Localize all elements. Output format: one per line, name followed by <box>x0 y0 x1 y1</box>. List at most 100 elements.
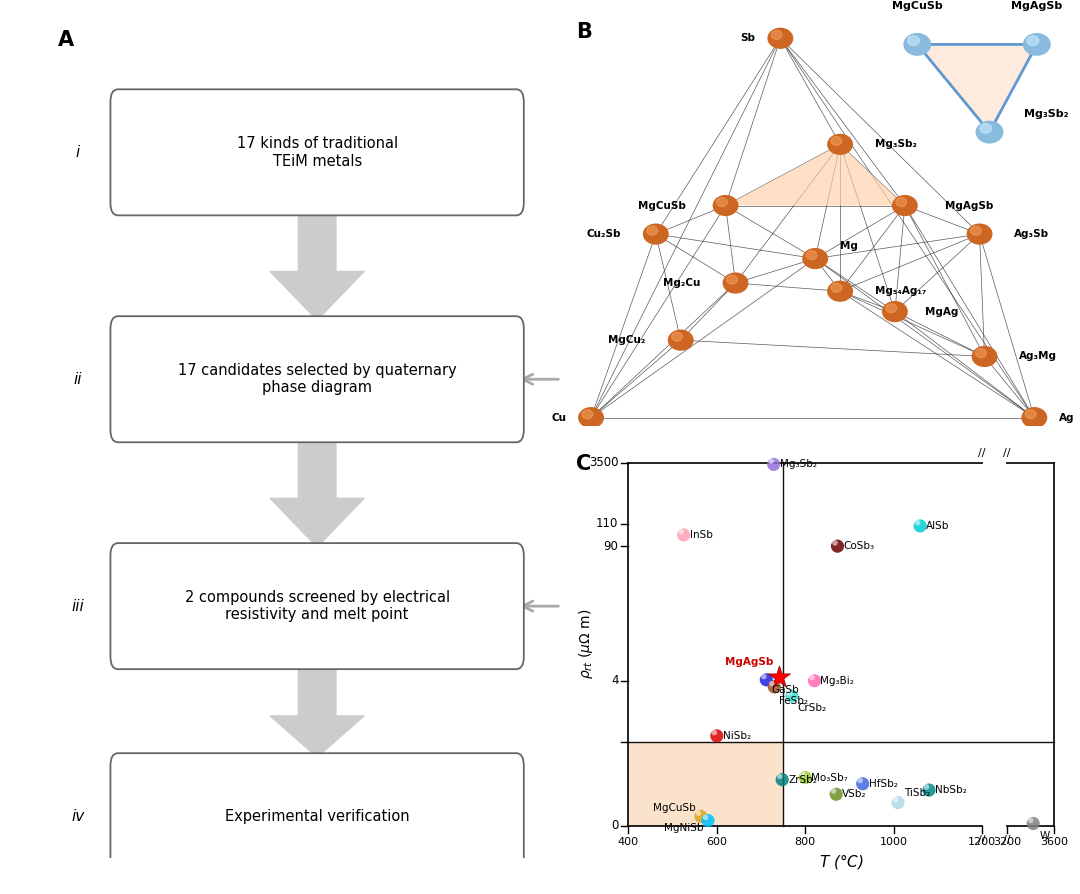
Point <box>1022 814 1039 828</box>
Text: Mg₅₄Ag₁₇: Mg₅₄Ag₁₇ <box>875 286 927 296</box>
Text: 17 candidates selected by quaternary
phase diagram: 17 candidates selected by quaternary pha… <box>178 363 457 395</box>
Text: VSb₂: VSb₂ <box>842 789 866 799</box>
Point <box>918 780 935 794</box>
Text: MgCuSb: MgCuSb <box>638 200 686 210</box>
Text: InSb: InSb <box>690 530 713 540</box>
Text: //: // <box>1003 449 1011 459</box>
Text: 90: 90 <box>604 540 619 552</box>
Point <box>708 729 726 743</box>
Circle shape <box>831 137 842 146</box>
Text: 600: 600 <box>706 837 727 847</box>
Point <box>755 670 772 684</box>
Point <box>781 686 798 700</box>
Text: Mg₃Sb₂: Mg₃Sb₂ <box>875 139 917 149</box>
Text: Sb: Sb <box>741 33 755 43</box>
Circle shape <box>582 409 593 418</box>
Text: 3200: 3200 <box>993 837 1021 847</box>
Text: ZrSb₂: ZrSb₂ <box>788 774 818 785</box>
FancyBboxPatch shape <box>110 89 524 215</box>
Circle shape <box>1022 407 1048 428</box>
Point <box>909 516 927 530</box>
Text: NiSb₂: NiSb₂ <box>723 731 751 741</box>
Point <box>762 454 780 468</box>
Circle shape <box>802 248 828 269</box>
Circle shape <box>972 346 998 367</box>
Circle shape <box>882 301 908 322</box>
Point <box>705 725 723 739</box>
Circle shape <box>975 121 1003 144</box>
Circle shape <box>723 273 748 293</box>
FancyBboxPatch shape <box>110 543 524 669</box>
Text: Experimental verification: Experimental verification <box>225 809 409 823</box>
Circle shape <box>1023 33 1051 55</box>
Point <box>890 796 907 810</box>
Circle shape <box>806 250 816 259</box>
Text: MgAg: MgAg <box>924 307 958 316</box>
Circle shape <box>647 226 658 235</box>
Circle shape <box>643 224 669 245</box>
Point <box>675 527 692 542</box>
Circle shape <box>827 281 853 302</box>
Text: MgNiSb: MgNiSb <box>663 823 703 833</box>
Circle shape <box>907 36 919 46</box>
Point <box>700 814 717 828</box>
Text: Ag: Ag <box>1059 413 1075 423</box>
Point <box>690 806 707 821</box>
Text: iv: iv <box>71 809 84 823</box>
Text: 800: 800 <box>795 837 815 847</box>
Circle shape <box>895 198 906 207</box>
Point <box>770 670 787 684</box>
Point <box>851 773 868 788</box>
Circle shape <box>771 30 782 39</box>
Text: MgAgSb: MgAgSb <box>726 657 773 667</box>
Point <box>804 670 821 685</box>
Text: //: // <box>978 449 986 459</box>
Text: 17 kinds of traditional
TEiM metals: 17 kinds of traditional TEiM metals <box>237 136 397 169</box>
Text: 4: 4 <box>611 674 619 687</box>
Text: 1200: 1200 <box>968 837 996 847</box>
Circle shape <box>667 330 693 350</box>
Point <box>692 809 710 823</box>
Text: Mo₃Sb₇: Mo₃Sb₇ <box>811 772 848 782</box>
Text: B: B <box>576 22 592 42</box>
Circle shape <box>827 134 853 155</box>
Text: GaSb: GaSb <box>771 685 799 695</box>
Polygon shape <box>726 144 905 206</box>
Polygon shape <box>917 45 1037 132</box>
Circle shape <box>713 195 739 216</box>
Circle shape <box>716 198 727 207</box>
Text: Mg: Mg <box>840 241 858 251</box>
Circle shape <box>1027 36 1039 46</box>
Point <box>1025 816 1042 831</box>
FancyArrow shape <box>270 665 364 757</box>
Point <box>827 787 845 801</box>
Point <box>794 767 811 781</box>
Text: FeSb₂: FeSb₂ <box>780 696 808 706</box>
Text: C: C <box>576 454 592 475</box>
Text: Mg₂Cu: Mg₂Cu <box>663 278 701 288</box>
Point <box>697 810 714 824</box>
Text: Mg₃Sb₂: Mg₃Sb₂ <box>780 460 816 469</box>
FancyBboxPatch shape <box>629 742 783 825</box>
Point <box>887 792 904 806</box>
Text: TiSb₂: TiSb₂ <box>904 788 930 797</box>
Text: 2 compounds screened by electrical
resistivity and melt point: 2 compounds screened by electrical resis… <box>185 590 449 622</box>
Text: iii: iii <box>71 599 84 613</box>
Circle shape <box>967 224 993 245</box>
Text: MgAgSb: MgAgSb <box>945 200 994 210</box>
Text: MgCuSb: MgCuSb <box>892 1 943 11</box>
Point <box>854 777 872 791</box>
Point <box>797 771 814 785</box>
Text: Ag₃Mg: Ag₃Mg <box>1020 351 1057 361</box>
Circle shape <box>903 33 931 55</box>
Point <box>771 769 788 783</box>
Text: 110: 110 <box>596 518 619 530</box>
Text: 0: 0 <box>611 819 619 832</box>
FancyArrow shape <box>270 438 364 547</box>
Circle shape <box>1025 409 1036 418</box>
Circle shape <box>975 349 986 358</box>
Point <box>765 457 782 471</box>
Circle shape <box>578 407 604 428</box>
Text: HfSb₂: HfSb₂ <box>868 779 897 789</box>
Text: //: // <box>1003 835 1011 845</box>
